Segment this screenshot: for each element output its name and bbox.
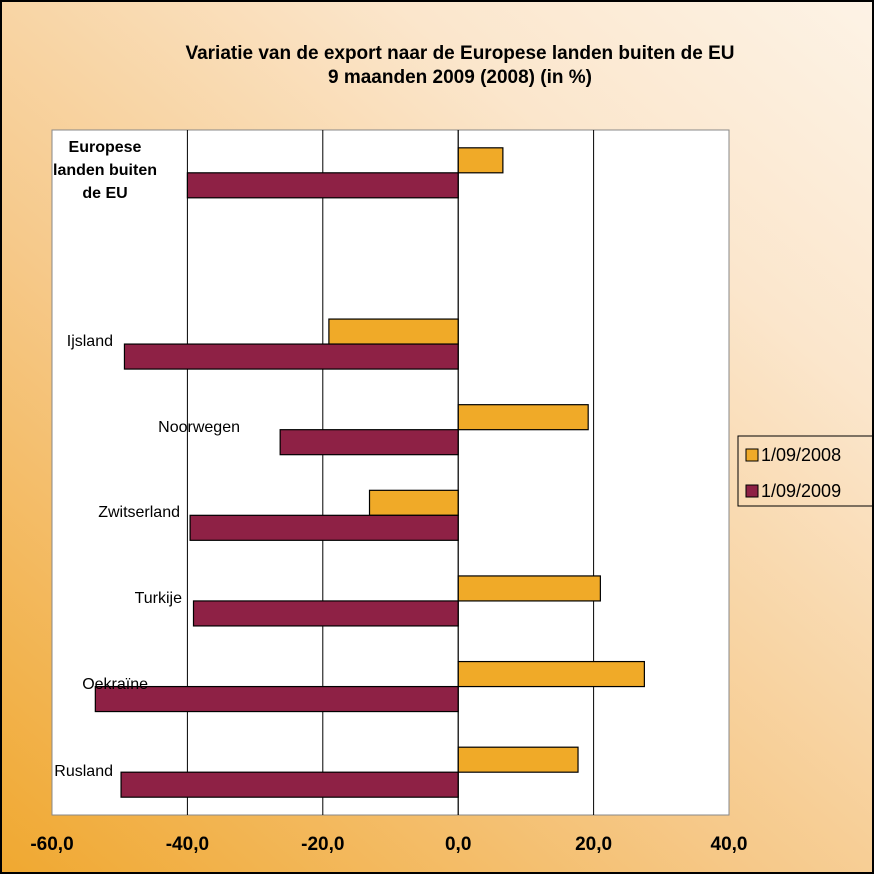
- legend-label: 1/09/2008: [761, 445, 841, 465]
- bar: [457, 575, 601, 602]
- category-label: Oekraïne: [82, 675, 148, 693]
- legend-swatch: [745, 484, 759, 498]
- bar: [120, 771, 459, 798]
- bar: [328, 318, 459, 345]
- x-tick-label: -20,0: [301, 834, 344, 855]
- category-label: Zwitserland: [98, 504, 180, 522]
- bar: [192, 600, 459, 627]
- bar: [186, 172, 459, 199]
- category-label: Noorwegen: [158, 418, 240, 436]
- bar: [457, 660, 645, 688]
- bar: [279, 429, 459, 456]
- chart-title-block: Variatie van de export naar de Europese …: [120, 42, 800, 90]
- bar: [94, 685, 459, 713]
- bar: [189, 514, 459, 541]
- bar: [368, 489, 459, 516]
- category-label: Rusland: [54, 763, 113, 781]
- bar: [457, 746, 579, 773]
- plot-area: [51, 129, 730, 816]
- x-tick-label: 0,0: [445, 834, 471, 855]
- chart-subtitle: 9 maanden 2009 (2008) (in %): [328, 67, 592, 88]
- category-label: Turkije: [134, 589, 182, 607]
- x-tick-label: -60,0: [30, 834, 73, 855]
- category-label: Ijsland: [66, 333, 113, 351]
- legend-swatch: [745, 448, 759, 462]
- legend-label: 1/09/2009: [761, 481, 841, 501]
- chart-title: Variatie van de export naar de Europese …: [185, 43, 735, 64]
- legend-box: [737, 435, 874, 507]
- bar: [457, 404, 589, 431]
- bar: [123, 343, 459, 370]
- bar: [457, 147, 504, 174]
- x-tick-label: 20,0: [575, 834, 612, 855]
- category-label: Europese landen buiten de EU: [53, 138, 157, 202]
- x-tick-label: -40,0: [166, 834, 209, 855]
- x-tick-label: 40,0: [711, 834, 748, 855]
